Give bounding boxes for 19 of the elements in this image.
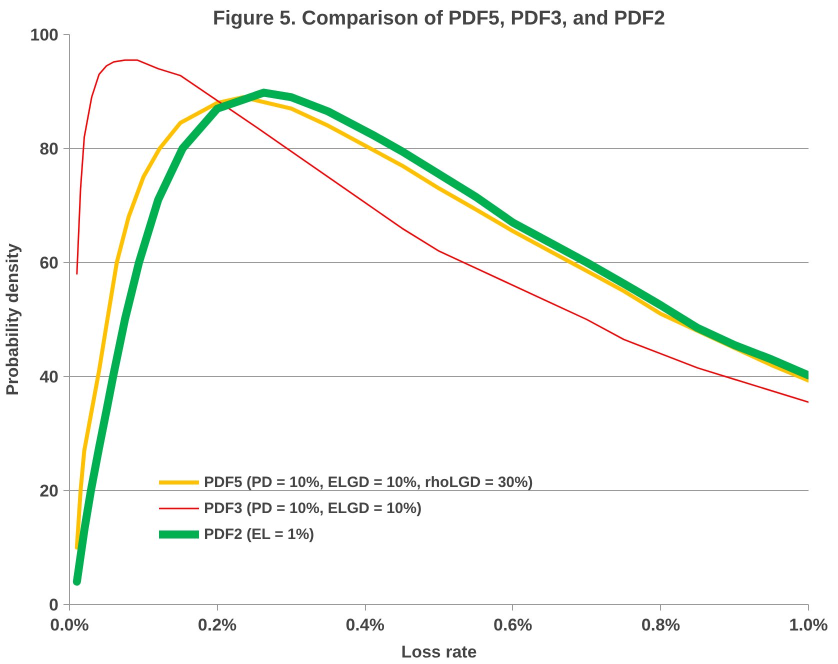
y-tick-label: 0 <box>49 596 59 614</box>
x-axis-title: Loss rate <box>401 642 477 662</box>
x-tick-label: 0.6% <box>494 616 532 634</box>
x-tick-label: 0.2% <box>198 616 237 634</box>
y-axis-title: Probability density <box>3 242 22 396</box>
y-tick-label: 40 <box>40 368 59 386</box>
legend-label: PDF2 (EL = 1%) <box>204 526 314 542</box>
legend-label: PDF3 (PD = 10%, ELGD = 10%) <box>204 500 422 516</box>
x-tick-label: 1.0% <box>789 616 828 634</box>
y-tick-label: 20 <box>40 482 59 500</box>
y-tick-label: 80 <box>40 140 59 158</box>
x-tick-label: 0.0% <box>50 616 89 634</box>
x-tick-label: 0.4% <box>346 616 384 634</box>
x-tick-label: 0.8% <box>641 616 680 634</box>
chart-title: Figure 5. Comparison of PDF5, PDF3, and PDF2 <box>212 8 666 30</box>
legend-label: PDF5 (PD = 10%, ELGD = 10%, rhoLGD = 30%) <box>204 474 533 490</box>
y-tick-label: 100 <box>30 26 59 44</box>
line-series <box>76 59 808 403</box>
y-tick-label: 60 <box>40 254 59 272</box>
